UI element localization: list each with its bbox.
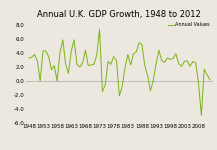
Annual Values <box>200 114 203 116</box>
Annual Values <box>186 60 189 62</box>
Annual Values <box>98 28 101 30</box>
Legend: Annual Values: Annual Values <box>167 22 210 28</box>
Annual Values <box>203 68 205 70</box>
Annual Values <box>209 79 211 81</box>
Annual Values <box>70 50 72 52</box>
Annual Values <box>28 57 30 59</box>
Title: Annual U.K. GDP Growth, 1948 to 2012: Annual U.K. GDP Growth, 1948 to 2012 <box>38 10 201 19</box>
Annual Values <box>107 61 109 62</box>
Annual Values <box>124 67 126 69</box>
Annual Values <box>81 62 84 64</box>
Line: Annual Values: Annual Values <box>29 29 210 115</box>
